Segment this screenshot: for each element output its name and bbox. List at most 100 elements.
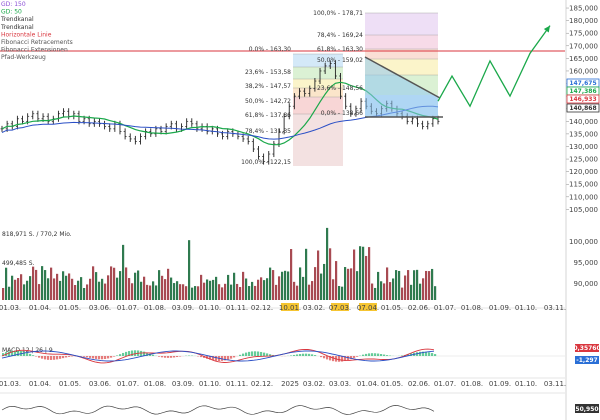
price-axis-label: 110,000 bbox=[569, 193, 598, 201]
volume-axis-label: 90,000 bbox=[574, 280, 599, 288]
volume-bar bbox=[296, 285, 299, 300]
volume-bar bbox=[269, 267, 272, 300]
date-axis-label: 01.05. bbox=[59, 304, 81, 312]
volume-bar bbox=[254, 285, 257, 300]
macd-bar bbox=[233, 356, 236, 358]
volume-bar bbox=[32, 266, 35, 300]
macd-bar bbox=[53, 356, 56, 360]
date-axis-label: 01.08. bbox=[461, 304, 483, 312]
macd-bar bbox=[17, 350, 20, 356]
macd-bar bbox=[65, 356, 68, 358]
macd-bar bbox=[170, 356, 173, 358]
macd-histogram bbox=[2, 350, 437, 362]
volume-bar bbox=[164, 279, 167, 300]
price-tag: 147,386 bbox=[569, 88, 596, 95]
volume-bar bbox=[236, 283, 239, 300]
date-axis-label: 01.11. bbox=[226, 304, 248, 312]
macd-bar bbox=[227, 356, 230, 360]
macd-bar bbox=[212, 356, 215, 361]
date-axis-label: 01.07. bbox=[117, 304, 139, 312]
macd-bar bbox=[356, 356, 359, 357]
legend-entry: GD: 150 bbox=[1, 1, 26, 8]
volume-bar bbox=[11, 275, 14, 300]
volume-bar bbox=[326, 227, 329, 300]
macd-bar bbox=[164, 356, 167, 358]
volume-bar bbox=[218, 284, 221, 300]
volume-bar bbox=[143, 276, 146, 300]
macd-bar bbox=[380, 354, 383, 356]
macd-bar bbox=[419, 351, 422, 356]
volume-bar bbox=[380, 281, 383, 300]
volume-bar bbox=[416, 269, 419, 300]
date-axis-label: 02.06. bbox=[408, 380, 430, 388]
volume-bar bbox=[242, 271, 245, 300]
date-axis-label: 10.01. bbox=[279, 304, 301, 312]
volume-bar bbox=[386, 267, 389, 300]
volume-bar bbox=[314, 267, 317, 300]
volume-bar bbox=[158, 270, 161, 300]
volume-bar bbox=[272, 270, 275, 300]
price-axis-label: 130,000 bbox=[569, 143, 598, 151]
macd-bar bbox=[56, 356, 59, 360]
macd-bar bbox=[305, 353, 308, 356]
volume-bar bbox=[353, 249, 356, 300]
fib-retracement-label: 50,0% - 142,72 bbox=[245, 98, 291, 105]
macd-bar bbox=[44, 356, 47, 360]
volume-bar bbox=[8, 286, 11, 300]
legend-entry: Fibonacci Extensionen bbox=[1, 47, 68, 54]
legend-entry: Pfad-Werkzeug bbox=[1, 54, 46, 61]
volume-bar bbox=[5, 267, 8, 300]
macd-bar bbox=[29, 353, 32, 356]
volume-bar bbox=[293, 281, 296, 300]
fib-extension-label: 61,8% - 163,30 bbox=[317, 46, 363, 53]
date-axis-label: 01.03. bbox=[0, 304, 21, 312]
volume-bar bbox=[131, 283, 134, 300]
macd-bar bbox=[350, 356, 353, 360]
volume-bar bbox=[368, 247, 371, 300]
volume-bar bbox=[425, 270, 428, 300]
macd-bar bbox=[332, 356, 335, 362]
volume-bar bbox=[53, 278, 56, 300]
volume-bar bbox=[137, 270, 140, 300]
fib-labels: 0.0% - 163,30 23,6% - 153,58 38,2% - 147,5… bbox=[241, 10, 363, 166]
date-axis-top: 01.03. 01.04. 01.05. 03.06. 01.07. 01.08. 03.0… bbox=[0, 303, 566, 312]
macd-bar bbox=[38, 356, 41, 358]
volume-bar bbox=[227, 274, 230, 300]
fib-extension-label: 100,0% - 178,71 bbox=[313, 10, 363, 17]
macd-bar bbox=[23, 351, 26, 356]
date-axis-bottom: 01.03. 01.04. 01.05. 03.06. 01.07. 01.08. 03.0… bbox=[0, 380, 566, 388]
volume-bar bbox=[359, 246, 362, 300]
volume-bar bbox=[146, 284, 149, 300]
macd-bar bbox=[344, 356, 347, 362]
volume-bar bbox=[206, 279, 209, 300]
volume-bar bbox=[194, 286, 197, 300]
volume-bar bbox=[407, 270, 410, 300]
macd-bar bbox=[245, 352, 248, 356]
volume-bar bbox=[245, 278, 248, 300]
price-tag: 147,675 bbox=[569, 80, 596, 87]
macd-bar bbox=[308, 353, 311, 356]
date-axis-label: 03.11. bbox=[544, 380, 566, 388]
volume-bar bbox=[17, 278, 20, 300]
fib-retracement-label: 38,2% - 147,57 bbox=[245, 83, 291, 90]
volume-bar bbox=[59, 280, 62, 300]
macd-bar bbox=[116, 355, 119, 356]
trend-channel[interactable] bbox=[364, 56, 443, 118]
macd-bar bbox=[128, 351, 131, 356]
volume-bar bbox=[347, 268, 350, 300]
macd-bar bbox=[251, 351, 254, 356]
date-axis-label: 01.09. bbox=[489, 380, 511, 388]
date-axis-label: 01.03. bbox=[0, 380, 21, 388]
volume-bar bbox=[230, 284, 233, 300]
volume-bar bbox=[50, 267, 53, 300]
volume-axis-label: 100,000 bbox=[569, 238, 598, 246]
volume-bar bbox=[410, 284, 413, 300]
macd-bar bbox=[434, 354, 437, 356]
macd-bar bbox=[125, 351, 128, 356]
macd-bar bbox=[62, 356, 65, 359]
path-tool[interactable] bbox=[437, 25, 551, 108]
macd-bar bbox=[302, 353, 305, 356]
bottom-indicator-line bbox=[1, 405, 435, 415]
